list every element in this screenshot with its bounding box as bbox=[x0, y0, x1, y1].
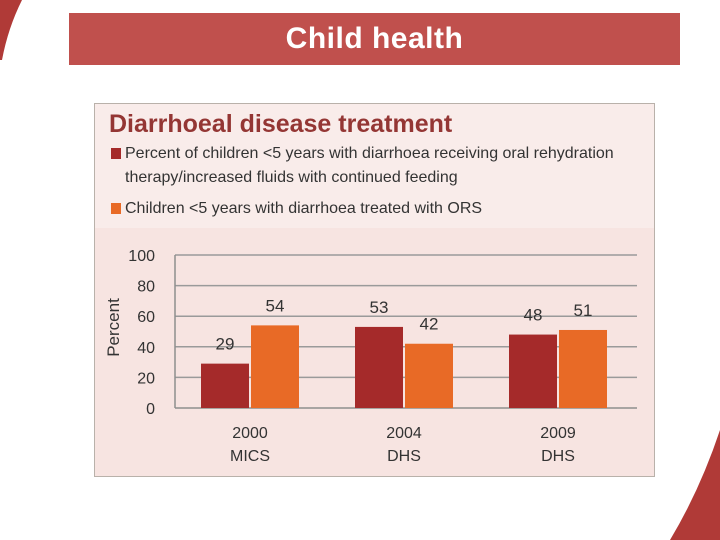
corner-decoration-bottom-right bbox=[670, 430, 720, 540]
x-tick-label-2-line-1: DHS bbox=[541, 448, 575, 465]
chart-panel: Diarrhoeal disease treatment Percent of … bbox=[94, 103, 655, 477]
legend-swatch-ors bbox=[111, 203, 121, 214]
y-tick-label-60: 60 bbox=[137, 309, 155, 326]
data-label-series-1-0: 54 bbox=[266, 296, 285, 315]
bar-series-1-1 bbox=[405, 343, 453, 408]
y-tick-label-40: 40 bbox=[137, 340, 155, 357]
x-tick-label-0-line-1: MICS bbox=[230, 448, 270, 465]
legend-swatch-ort bbox=[111, 148, 121, 159]
legend-item-ort: Percent of children <5 years with diarrh… bbox=[111, 142, 631, 190]
data-label-series-1-1: 42 bbox=[420, 315, 439, 334]
data-label-series-0-0: 29 bbox=[216, 335, 235, 354]
bar-chart: 0 20 40 60 80 100 Percent 29 54 2000 MICS 53 42 2004 D… bbox=[104, 248, 637, 465]
page-title: Child health bbox=[285, 22, 464, 55]
y-tick-label-0: 0 bbox=[146, 401, 155, 418]
title-banner: Child health bbox=[69, 13, 680, 65]
y-axis-label: Percent bbox=[104, 298, 123, 357]
x-tick-label-1-line-1: DHS bbox=[387, 448, 421, 465]
bar-series-0-2 bbox=[509, 334, 557, 408]
data-label-series-0-2: 48 bbox=[524, 306, 543, 325]
legend-label-ort: Percent of children <5 years with diarrh… bbox=[125, 145, 614, 186]
x-tick-label-0-line-0: 2000 bbox=[232, 425, 268, 442]
bar-series-1-2 bbox=[559, 329, 607, 408]
bar-series-0-0 bbox=[201, 363, 249, 408]
bar-series-1-0 bbox=[251, 325, 299, 408]
x-tick-label-2-line-0: 2009 bbox=[540, 425, 576, 442]
y-tick-label-100: 100 bbox=[128, 248, 155, 265]
legend-item-ors: Children <5 years with diarrhoea treated… bbox=[111, 197, 631, 221]
chart-title: Diarrhoeal disease treatment bbox=[109, 110, 453, 138]
y-tick-label-20: 20 bbox=[137, 370, 155, 387]
y-tick-label-80: 80 bbox=[137, 279, 155, 296]
corner-decoration-top-left bbox=[0, 0, 22, 60]
legend-label-ors: Children <5 years with diarrhoea treated… bbox=[125, 200, 483, 217]
data-label-series-1-2: 51 bbox=[574, 301, 593, 320]
x-tick-label-1-line-0: 2004 bbox=[386, 425, 422, 442]
bar-series-0-1 bbox=[355, 326, 403, 408]
data-label-series-0-1: 53 bbox=[370, 298, 389, 317]
